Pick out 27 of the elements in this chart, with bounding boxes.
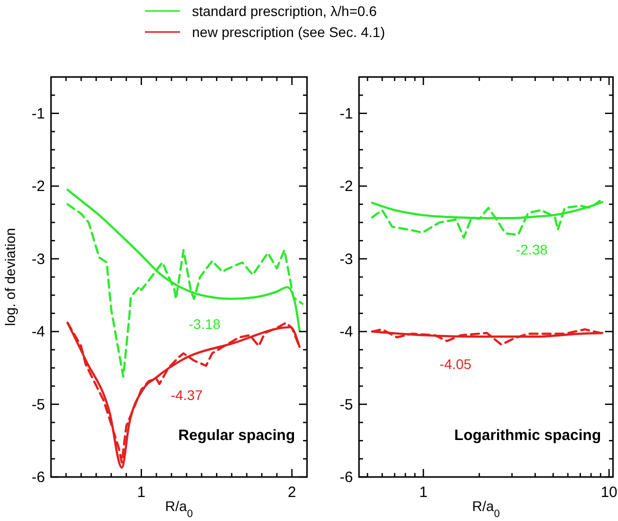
x-tick-label: 10 xyxy=(600,484,618,501)
annotation: Logarithmic spacing xyxy=(454,427,601,444)
x-tick-label: 1 xyxy=(137,484,146,501)
y-axis-title: log. of deviation xyxy=(2,228,18,326)
annotation: -4.37 xyxy=(170,386,203,403)
y-tick-label: -1 xyxy=(32,105,45,122)
x-tick-label: 1 xyxy=(419,484,428,501)
x-tick-label: 2 xyxy=(288,484,296,501)
legend-label: new prescription (see Sec. 4.1) xyxy=(192,24,385,40)
annotation: Regular spacing xyxy=(178,427,295,444)
x-axis-title: R/a$_{0}$ xyxy=(165,498,193,520)
y-tick-label: -5 xyxy=(340,396,353,414)
y-tick-label: -6 xyxy=(340,469,353,486)
y-tick-label: -3 xyxy=(340,250,353,268)
annotation: -4.05 xyxy=(440,356,472,372)
legend-label: standard prescription, λ/h=0.6 xyxy=(192,3,378,19)
annotation: -2.38 xyxy=(516,242,548,258)
x-axis-title: R/a$_{0}$ xyxy=(472,498,500,520)
y-tick-label: -1 xyxy=(340,105,353,122)
y-tick-label: -5 xyxy=(32,396,45,414)
annotation: -3.18 xyxy=(188,316,221,332)
y-tick-label: -3 xyxy=(32,250,45,268)
y-tick-label: -4 xyxy=(32,324,45,341)
y-tick-label: -4 xyxy=(340,324,353,341)
y-tick-label: -2 xyxy=(340,178,353,196)
y-tick-label: -6 xyxy=(32,469,45,486)
y-tick-label: -2 xyxy=(32,178,45,196)
